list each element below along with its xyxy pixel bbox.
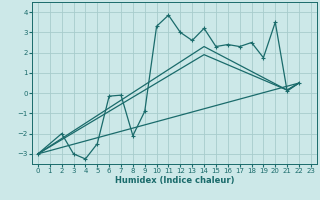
X-axis label: Humidex (Indice chaleur): Humidex (Indice chaleur) (115, 176, 234, 185)
